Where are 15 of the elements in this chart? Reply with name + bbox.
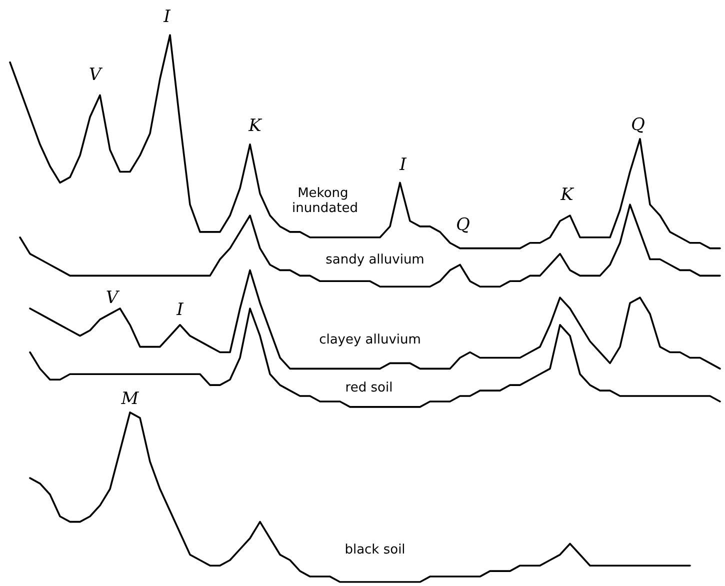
annotation: K bbox=[560, 185, 575, 205]
series-label: sandy alluvium bbox=[326, 252, 424, 268]
series-label: red soil bbox=[345, 380, 393, 396]
annotation: V bbox=[88, 65, 103, 85]
annotation: I bbox=[176, 300, 184, 320]
annotation: I bbox=[398, 155, 407, 175]
annotation: M bbox=[120, 389, 140, 409]
series-label: black soil bbox=[344, 542, 406, 558]
series-label: Mekong inundated bbox=[292, 186, 358, 216]
annotation: Q bbox=[631, 115, 646, 135]
annotation: V bbox=[106, 288, 120, 308]
annotation: Q bbox=[456, 215, 470, 235]
series-label: clayey alluvium bbox=[319, 332, 421, 348]
text: I bbox=[162, 7, 171, 27]
annotation: K bbox=[248, 116, 263, 136]
